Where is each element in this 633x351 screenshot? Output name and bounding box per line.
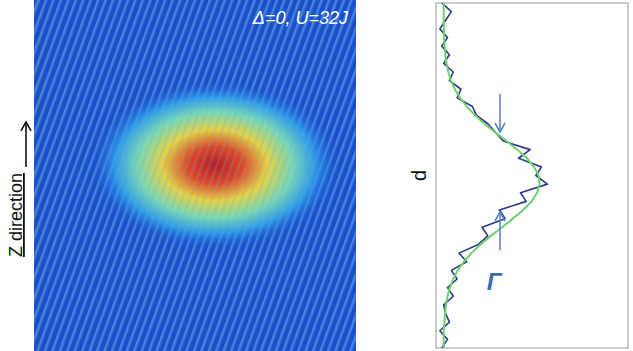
figure-svg: Δ=0, U=32J Z direction d Γ: [0, 0, 633, 351]
axis-label: Z direction: [6, 173, 26, 257]
image-background: [34, 0, 356, 351]
image-label: Δ=0, U=32J: [252, 8, 349, 28]
direction-arrow: [25, 122, 27, 167]
plot-frame: [436, 3, 628, 348]
image-fringes: [34, 0, 356, 351]
annotation: Γ: [487, 268, 503, 295]
width-arrow: [499, 212, 501, 250]
width-arrow: [499, 94, 501, 132]
figure: Δ=0, U=32J Z direction d Γ: [0, 0, 633, 351]
image-panel: [34, 0, 356, 351]
axis-label: d: [408, 170, 430, 181]
profile-line: [444, 3, 540, 348]
direction-arrowhead: [21, 122, 31, 131]
profile-line: [440, 3, 548, 348]
width-arrowhead: [495, 123, 505, 132]
width-arrowhead: [495, 212, 505, 221]
plot-area: [440, 3, 548, 348]
image-fringes: [34, 0, 356, 351]
